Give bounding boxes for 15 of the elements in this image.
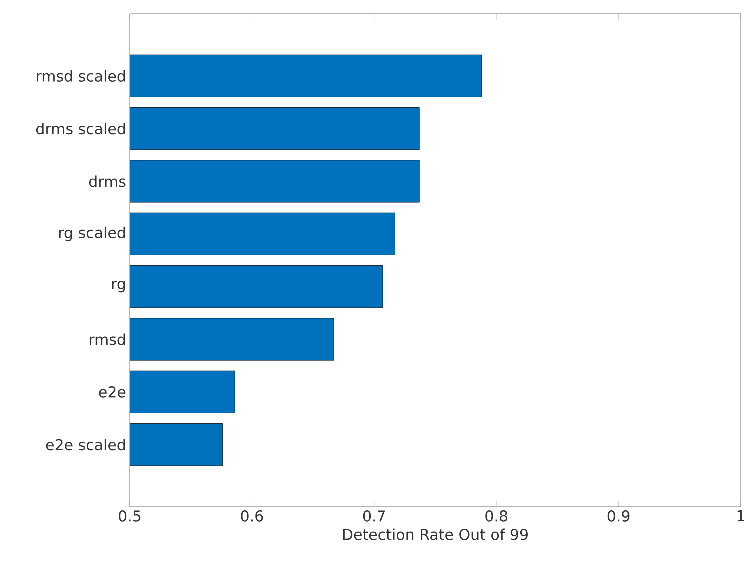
y-tick-label: rg [112, 281, 126, 293]
x-axis-title: Detection Rate Out of 99 [343, 528, 528, 540]
y-tick-label: drms scaled [36, 123, 126, 135]
y-tick-label: rmsd scaled [37, 70, 126, 82]
x-tick-label: 0.5 [119, 510, 141, 522]
x-tick-label: 0.6 [241, 510, 264, 522]
x-tick-label: 0.9 [608, 510, 630, 522]
y-tick-label: rg scaled [59, 226, 126, 242]
y-tick-label: rmsd [90, 334, 126, 346]
y-tick-label: drms [89, 176, 126, 188]
y-tick-label: e2e scaled [46, 439, 126, 451]
x-tick-label: 1 [738, 510, 744, 522]
y-tick-label: e2e [99, 386, 126, 398]
x-tick-label: 0.7 [363, 510, 386, 522]
x-tick-label: 0.8 [486, 510, 508, 522]
